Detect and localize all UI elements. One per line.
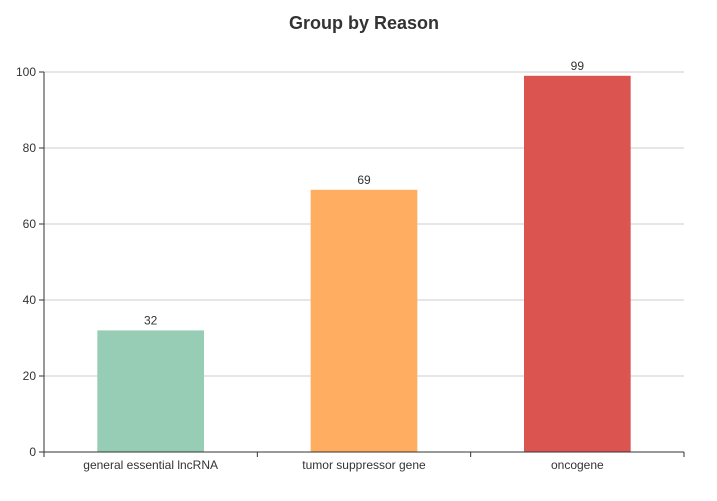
bar [310, 189, 418, 453]
x-tick-label: tumor suppressor gene [302, 458, 426, 472]
data-label: 69 [357, 173, 371, 187]
y-tick-label: 60 [23, 217, 37, 231]
y-tick-label: 100 [16, 65, 36, 79]
chart-title: Group by Reason [289, 13, 439, 33]
y-tick-label: 0 [29, 445, 36, 459]
y-tick-label: 80 [23, 141, 37, 155]
y-tick-label: 40 [23, 293, 37, 307]
bars [97, 75, 631, 453]
bar [524, 75, 631, 453]
x-tick-label: general essential lncRNA [83, 458, 218, 472]
bar [97, 330, 204, 452]
axes: 0 20 40 60 80 100 general essential lncRNA tumo… [16, 65, 685, 472]
data-label: 99 [571, 59, 585, 73]
x-tick-label: oncogene [551, 458, 604, 472]
y-tick-label: 20 [23, 369, 37, 383]
data-label: 32 [144, 313, 158, 327]
data-labels: 32 69 99 [144, 59, 584, 328]
